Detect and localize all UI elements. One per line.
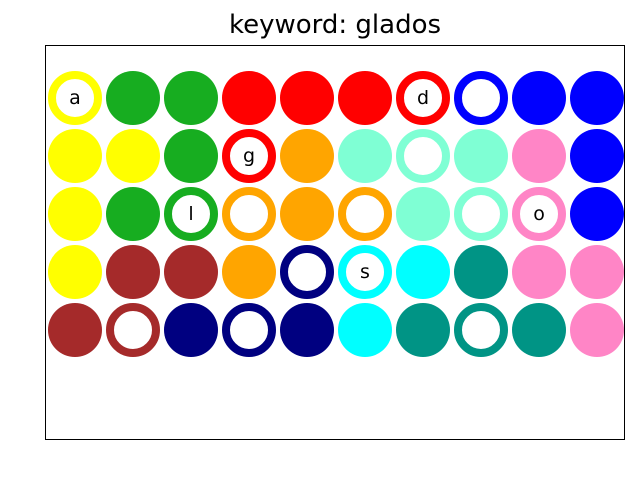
grid-cell-r5-c2[interactable]	[106, 303, 160, 357]
grid-cell-r3-c4[interactable]	[222, 187, 276, 241]
grid-cell-r5-c8[interactable]	[454, 303, 508, 357]
grid-cell-r2-c1[interactable]	[48, 129, 102, 183]
grid-cell-r4-c9[interactable]	[512, 245, 566, 299]
cell-letter: o	[533, 203, 545, 225]
grid-cell-r1-c3[interactable]	[164, 71, 218, 125]
grid-cell-r3-c8[interactable]	[454, 187, 508, 241]
grid-cell-r4-c8[interactable]	[454, 245, 508, 299]
grid-cell-r5-c5[interactable]	[280, 303, 334, 357]
grid-cell-r2-c5[interactable]	[280, 129, 334, 183]
grid-cell-r2-c3[interactable]	[164, 129, 218, 183]
grid-cell-r1-c1[interactable]: a	[48, 71, 102, 125]
grid-cell-r2-c4[interactable]: g	[222, 129, 276, 183]
grid-cell-r1-c2[interactable]	[106, 71, 160, 125]
grid-cell-r1-c4[interactable]	[222, 71, 276, 125]
grid-cell-r3-c5[interactable]	[280, 187, 334, 241]
grid-cell-r3-c10[interactable]	[570, 187, 624, 241]
puzzle-title: keyword: glados	[228, 10, 442, 40]
cell-letter: g	[242, 145, 256, 167]
grid-cell-r4-c1[interactable]	[48, 245, 102, 299]
grid-cell-r3-c9[interactable]: o	[512, 187, 566, 241]
grid-cell-r5-c7[interactable]	[396, 303, 450, 357]
grid-cell-r2-c10[interactable]	[570, 129, 624, 183]
cell-letter: a	[69, 87, 81, 109]
grid-cell-r3-c7[interactable]	[396, 187, 450, 241]
grid-cell-r1-c6[interactable]	[338, 71, 392, 125]
grid-cell-r5-c6[interactable]	[338, 303, 392, 357]
cell-letter: s	[360, 261, 370, 283]
grid-cell-r1-c5[interactable]	[280, 71, 334, 125]
grid-cell-r5-c3[interactable]	[164, 303, 218, 357]
cell-letter: d	[416, 87, 430, 109]
grid-cell-r5-c1[interactable]	[48, 303, 102, 357]
grid-cell-r1-c10[interactable]	[570, 71, 624, 125]
grid-cell-r3-c2[interactable]	[106, 187, 160, 241]
grid-cell-r1-c8[interactable]	[454, 71, 508, 125]
grid-cell-r4-c4[interactable]	[222, 245, 276, 299]
grid-cell-r5-c4[interactable]	[222, 303, 276, 357]
grid-cell-r1-c7[interactable]: d	[396, 71, 450, 125]
grid-cell-r2-c2[interactable]	[106, 129, 160, 183]
grid-cell-r2-c6[interactable]	[338, 129, 392, 183]
grid-cell-r4-c2[interactable]	[106, 245, 160, 299]
grid-cell-r2-c7[interactable]	[396, 129, 450, 183]
grid-cell-r3-c6[interactable]	[338, 187, 392, 241]
game-board: a d g l o s	[45, 45, 625, 440]
grid-cell-r4-c6[interactable]: s	[338, 245, 392, 299]
grid-cell-r5-c10[interactable]	[570, 303, 624, 357]
grid-cell-r5-c9[interactable]	[512, 303, 566, 357]
cell-letter: l	[188, 203, 194, 225]
grid-cell-r2-c9[interactable]	[512, 129, 566, 183]
grid-cell-r4-c5[interactable]	[280, 245, 334, 299]
grid-cell-r3-c3[interactable]: l	[164, 187, 218, 241]
grid-cell-r4-c3[interactable]	[164, 245, 218, 299]
grid-cell-r2-c8[interactable]	[454, 129, 508, 183]
grid-cell-r4-c7[interactable]	[396, 245, 450, 299]
grid-cell-r3-c1[interactable]	[48, 187, 102, 241]
grid-cell-r1-c9[interactable]	[512, 71, 566, 125]
grid-cell-r4-c10[interactable]	[570, 245, 624, 299]
